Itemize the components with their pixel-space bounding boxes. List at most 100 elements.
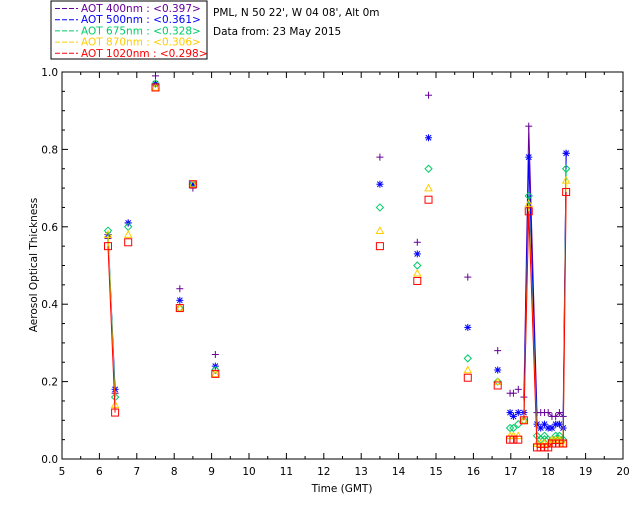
data-point-triangle	[123, 230, 133, 238]
data-point-plus	[425, 91, 433, 99]
data-point-plus	[152, 72, 159, 80]
y-tick-label: 0.6	[41, 222, 58, 234]
data-point-asterisk	[509, 412, 517, 420]
data-point-asterisk	[464, 323, 472, 331]
data-point-diamond	[211, 365, 220, 375]
x-tick-label: 12	[317, 466, 330, 478]
data-point-triangle	[561, 175, 571, 184]
x-tick-label: 7	[133, 466, 140, 478]
data-point-triangle	[151, 82, 160, 91]
y-tick-label: 0.8	[41, 144, 58, 156]
x-tick-label: 17	[504, 466, 517, 478]
data-point-plus	[494, 347, 502, 355]
data-point-plus	[509, 389, 517, 397]
data-point-square	[111, 408, 120, 417]
data-point-triangle	[412, 268, 422, 277]
y-tick-label: 0.4	[41, 299, 58, 311]
data-point-triangle	[424, 183, 433, 192]
data-point-plus	[544, 409, 552, 417]
data-point-plus	[376, 153, 384, 161]
data-point-square	[559, 439, 568, 448]
y-axis-title: Aerosol Optical Thickness	[28, 198, 40, 332]
data-point-plus	[552, 412, 560, 420]
legend-label: AOT 400nm : <0.397>	[81, 3, 201, 15]
y-tick-label: 0.2	[41, 377, 58, 389]
data-point-diamond	[413, 261, 422, 270]
x-tick-label: 18	[542, 466, 555, 478]
data-point-plus	[555, 409, 563, 417]
data-point-plus	[525, 122, 533, 130]
data-point-square	[562, 187, 571, 196]
data-point-plus	[413, 238, 421, 246]
legend-label: AOT 1020nm : <0.298>	[81, 48, 208, 60]
data-point-triangle	[493, 377, 503, 385]
data-point-square	[514, 435, 523, 444]
data-point-plus	[211, 351, 219, 359]
data-point-triangle	[188, 179, 198, 188]
x-tick-label: 9	[208, 466, 215, 478]
data-point-diamond	[561, 164, 571, 173]
data-point-diamond	[463, 354, 472, 363]
legend-label: AOT 500nm : <0.361>	[81, 14, 201, 26]
data-point-square	[151, 83, 160, 92]
data-point-square	[509, 435, 518, 444]
data-point-square	[463, 373, 472, 382]
data-point-diamond	[151, 79, 160, 88]
x-tick-label: 14	[392, 466, 406, 478]
x-tick-label: 16	[467, 466, 481, 478]
x-tick-label: 11	[280, 466, 293, 478]
data-point-diamond	[424, 164, 433, 173]
data-point-square	[519, 416, 528, 425]
data-point-triangle	[513, 431, 523, 440]
data-point-asterisk	[494, 366, 502, 374]
plot-frame	[61, 71, 624, 460]
data-point-plus	[514, 385, 522, 393]
data-point-triangle	[210, 369, 220, 378]
legend-label: AOT 870nm : <0.306>	[81, 37, 201, 49]
series-aot-870nm	[103, 82, 571, 447]
data-point-plus	[176, 285, 184, 293]
data-point-triangle	[463, 365, 473, 374]
data-point-triangle	[175, 303, 185, 312]
x-tick-label: 5	[59, 466, 66, 478]
series-layer	[103, 72, 571, 452]
data-point-triangle	[103, 230, 113, 238]
x-tick-label: 13	[355, 466, 368, 478]
legend: AOT 400nm : <0.397>AOT 500nm : <0.361>AO…	[50, 0, 208, 60]
x-tick-label: 10	[242, 466, 255, 478]
series-line	[107, 246, 116, 413]
data-point-square	[175, 304, 184, 313]
series-aot-1020nm	[104, 83, 571, 452]
y-axis: 0.0 0.2 0.4 0.6 0.8 1.0	[41, 67, 623, 466]
data-point-asterisk	[413, 250, 421, 258]
x-tick-label: 19	[579, 466, 592, 478]
data-point-triangle	[519, 415, 529, 424]
data-point-square	[104, 242, 113, 251]
data-point-diamond	[493, 377, 502, 386]
data-point-asterisk	[176, 296, 184, 304]
data-point-square	[524, 207, 533, 216]
data-point-square	[493, 381, 502, 390]
data-point-square	[413, 276, 422, 285]
data-point-asterisk	[525, 153, 533, 161]
data-point-square	[424, 195, 433, 204]
data-point-square	[124, 238, 133, 247]
data-point-triangle	[524, 199, 534, 207]
series-aot-500nm	[104, 80, 570, 432]
data-point-triangle	[375, 226, 385, 234]
data-point-square	[375, 242, 384, 251]
data-point-diamond	[375, 203, 385, 212]
x-tick-label: 8	[171, 466, 178, 478]
data-point-asterisk	[425, 134, 433, 142]
y-tick-label: 1.0	[41, 67, 58, 79]
x-tick-label: 6	[96, 466, 103, 478]
site-info: PML, N 50 22', W 04 08', Alt 0m	[213, 7, 380, 19]
data-point-diamond	[103, 226, 113, 235]
legend-label: AOT 675nm : <0.328>	[81, 25, 201, 37]
data-point-plus	[464, 273, 472, 281]
data-point-asterisk	[562, 149, 570, 157]
x-axis: 5 6 7 8 9 10 11 12 13 14 15 16 17 18 19 20	[59, 72, 630, 478]
data-point-square	[188, 180, 197, 189]
data-point-asterisk	[376, 180, 384, 188]
